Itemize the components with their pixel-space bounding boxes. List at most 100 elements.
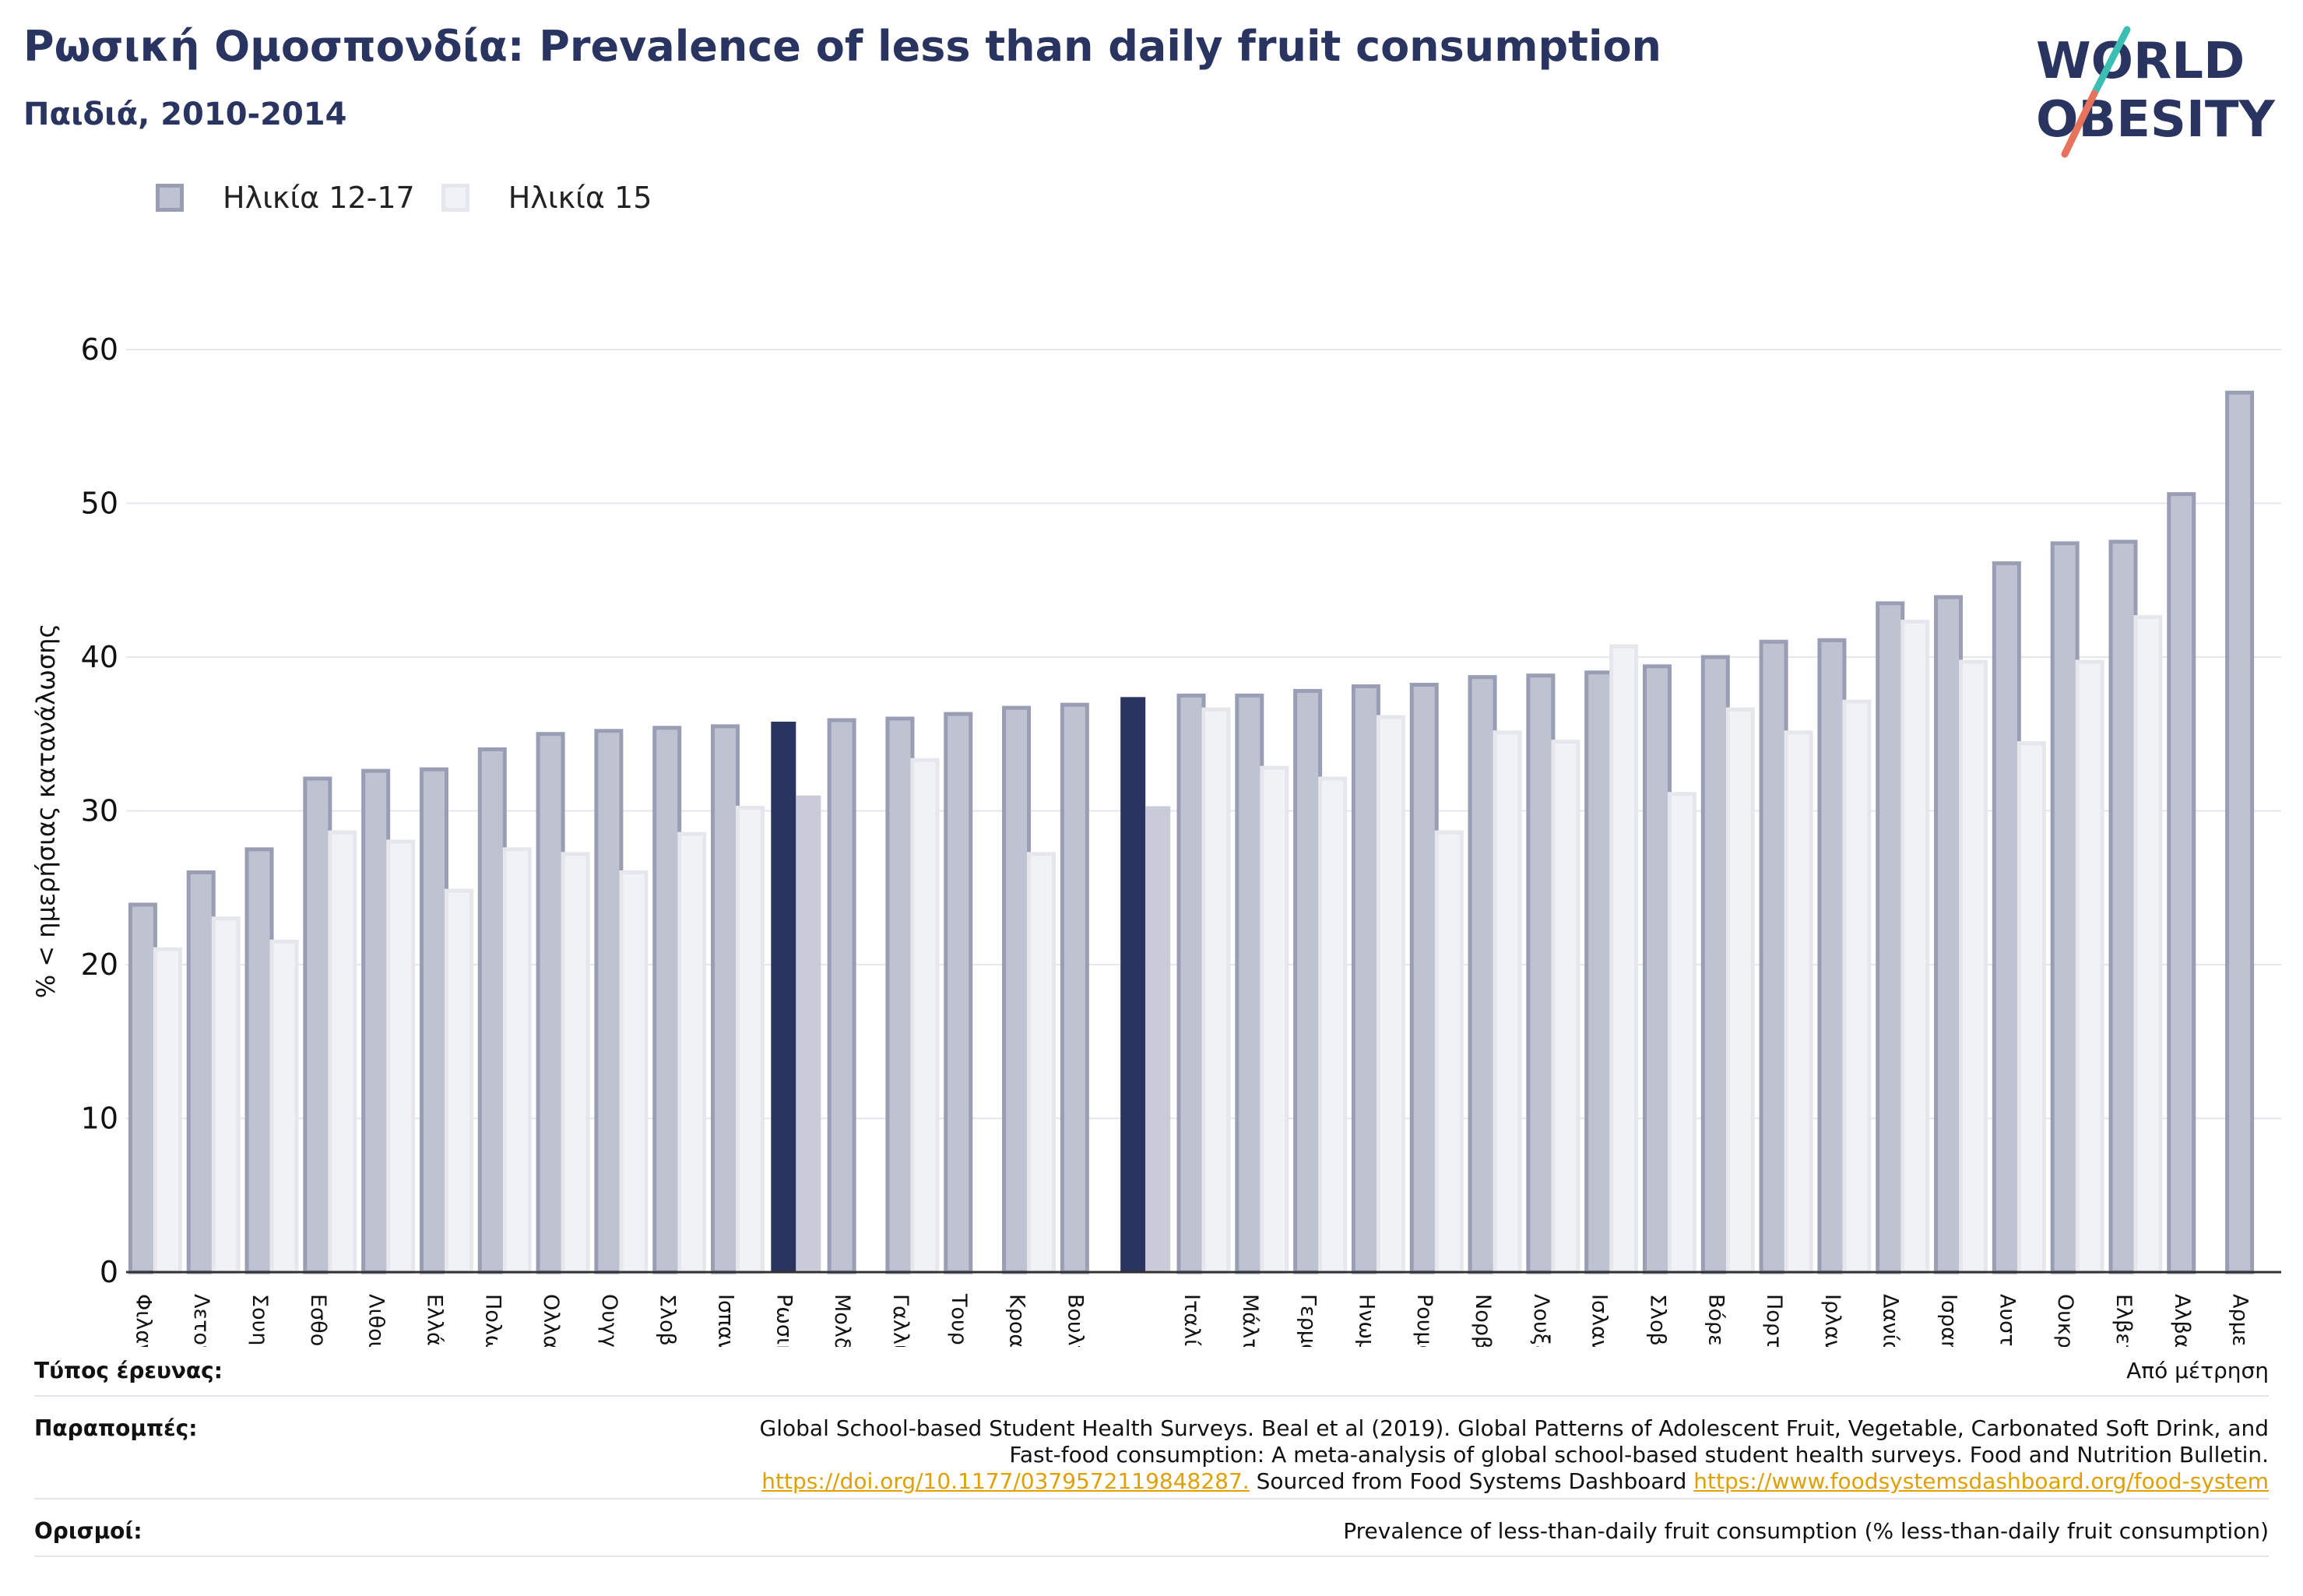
bar-age-12-17 [1759,639,1788,1274]
x-tick-label: Σλοβακία [656,1294,680,1347]
bar-age-12-17 [2050,541,2080,1274]
bar-age-12-17 [1526,673,1556,1274]
references-line2: Fast-food consumption: A meta-analysis o… [1009,1442,2269,1468]
food-systems-dashboard-link[interactable]: https://www.foodsystemsdashboard.org/foo… [1693,1468,2269,1494]
x-tick-label: Ιρλανδία [1820,1294,1844,1347]
y-tick-label: 60 [81,332,118,367]
bar-age-12-17 [1700,655,1730,1274]
x-tick-label: Αυστρία [1995,1294,2019,1347]
bar-age-15 [153,947,182,1274]
x-tick-label: Ουγγαρία [597,1294,621,1347]
x-tick-label: Σλοβενία [1645,1294,1669,1347]
bar-age-15 [211,916,241,1274]
y-tick-label: 30 [81,794,118,828]
definitions-label: Ορισμοί: [34,1518,142,1544]
bar-age-12-17 [303,776,332,1274]
legend-swatch-age-15 [441,184,469,212]
bar-age-12-17 [1584,670,1614,1274]
bar-age-12-17 [2108,540,2138,1274]
survey-type-label: Τύπος έρευνας: [34,1358,223,1383]
x-tick-label: Λετονία [189,1294,213,1347]
bar-age-12-17 [1235,693,1264,1274]
x-tick-label: Ουκρανία [2053,1294,2077,1347]
doi-link[interactable]: https://doi.org/10.1177/0379572119848287… [761,1468,1250,1494]
bar-age-12-17 [885,716,915,1274]
legend-item-age-15[interactable]: Ηλικία 15 [441,181,652,215]
x-tick-label: Ρωσική Ομοσπονδία [772,1294,796,1347]
world-obesity-logo: WORLD OBESITY [2036,26,2275,158]
bar-age-15 [1318,776,1348,1274]
bar-age-12-17 [771,721,796,1272]
bar-age-12-17 [2167,492,2196,1274]
x-tick-label: Αλβανία [2170,1294,2194,1347]
y-tick-label: 0 [100,1255,118,1289]
bar-age-15 [1725,707,1755,1274]
y-tick-label: 10 [81,1102,118,1136]
bar-age-12-17 [594,729,624,1274]
bar-age-12-17 [1642,664,1672,1274]
bar-age-15 [796,795,821,1272]
x-tick-label: Ελβετία [2111,1294,2136,1347]
x-tick-label: Ισραήλ [1937,1294,1961,1347]
bar-age-15 [1551,740,1580,1274]
bar-age-12-17 [419,767,448,1274]
bar-age-12-17 [1817,638,1847,1274]
x-tick-label: Ιταλία [1180,1294,1204,1347]
footer-references-row: Παραπομπές: Global School-based Student … [34,1404,2269,1499]
footer-survey-type-row: Τύπος έρευνας: Από μέτρηση [34,1347,2269,1397]
bar-age-15 [1959,659,1988,1274]
x-tick-label: Σουηδία [248,1294,272,1347]
bar-age-12-17 [1934,595,1964,1274]
legend-label-age-12-17: Ηλικία 12-17 [223,181,415,215]
bar-age-15 [1667,792,1696,1274]
x-tick-label: Λουξεμβούργο [1529,1294,1553,1347]
x-tick-label: Ρουμανία [1412,1294,1436,1347]
bar-age-12-17 [652,726,682,1274]
definitions-value: Prevalence of less-than-daily fruit cons… [1343,1518,2269,1544]
x-tick-label: Τουρκία [947,1293,971,1347]
references-label: Παραπομπές: [34,1415,198,1441]
y-axis-label: % < ημερήσιας κατανάλωσης [31,624,61,999]
x-tick-label: Ισπανία [714,1294,738,1347]
survey-type-value: Από μέτρηση [2126,1358,2269,1383]
x-tick-label: Αρμενία [2228,1294,2252,1347]
legend-label-age-15: Ηλικία 15 [508,181,652,215]
bar-age-15 [561,852,590,1274]
bar-age-15 [386,839,416,1274]
bar-age-15 [1027,852,1057,1274]
bar-age-12-17 [1120,697,1146,1272]
references-mid-text: Sourced from Food Systems Dashboard [1249,1468,1694,1494]
bar-age-12-17 [186,870,216,1274]
bar-age-12-17 [711,724,740,1274]
bar-age-15 [1201,707,1231,1274]
legend-item-age-12-17[interactable]: Ηλικία 12-17 [156,181,415,215]
bar-age-15 [1784,730,1813,1274]
page-subtitle: Παιδιά, 2010-2014 [23,97,347,132]
x-tick-label: Μολδαβία [830,1294,854,1347]
x-tick-label: Κροατία [1005,1294,1029,1347]
bar-age-12-17 [1351,684,1380,1274]
bar-age-15 [1493,730,1522,1274]
bar-age-15 [2075,659,2104,1274]
x-tick-label: Ολλανδία [539,1294,563,1347]
page-title: Ρωσική Ομοσπονδία: Prevalence of less th… [23,22,1661,71]
x-tick-label: Γαλλία [888,1294,912,1347]
y-tick-label: 20 [81,947,118,982]
bar-age-12-17 [827,718,856,1274]
bar-age-15 [619,870,649,1274]
bar-age-15 [328,830,357,1274]
footer-definitions-row: Ορισμοί: Prevalence of less-than-daily f… [34,1507,2269,1557]
bar-age-15 [1376,715,1405,1274]
bar-chart: 0 10 20 30 40 50 60 % < ημερήσιας κατανάλωσης Φι… [31,332,2281,1347]
bar-age-12-17 [1409,683,1439,1274]
bar-age-15 [1842,699,1872,1274]
bar-age-12-17 [1468,675,1497,1274]
bar-age-15 [1609,644,1639,1274]
bar-age-12-17 [1293,688,1323,1274]
bar-age-12-17 [944,712,973,1274]
x-tick-label: Βουλγαρία [1063,1294,1087,1347]
bar-age-12-17 [1876,601,1905,1274]
logo-line1: WORLD [2036,33,2245,90]
chart-legend: Ηλικία 12-17 Ηλικία 15 [156,181,678,215]
x-tick-label: Φιλανδία [131,1294,155,1347]
